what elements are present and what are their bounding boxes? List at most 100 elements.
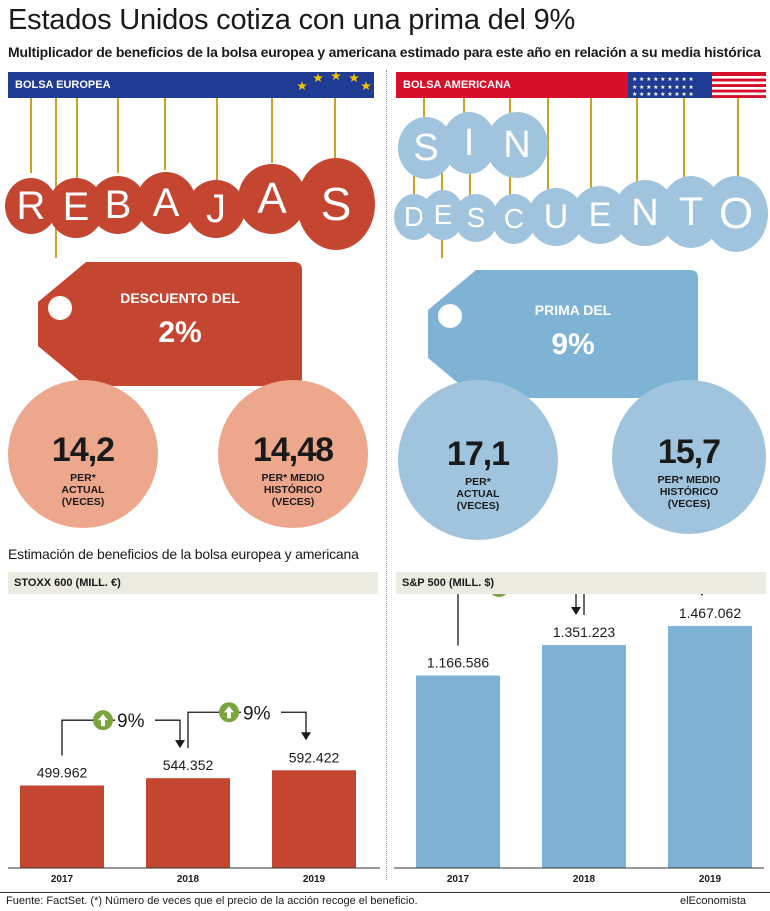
letter-ball: N <box>486 112 548 178</box>
letter: E <box>433 199 453 230</box>
bar-value-label: 1.351.223 <box>553 624 615 640</box>
bar-2019 <box>272 770 356 868</box>
footer-brand: elEconomista <box>680 895 747 907</box>
usa-per-current: 17,1 PER* ACTUAL (VECES) <box>398 380 558 540</box>
europe-per-current: 14,2 PER* ACTUAL (VECES) <box>8 380 158 528</box>
category-label: 2018 <box>573 874 596 885</box>
letter-ball: A <box>238 164 306 234</box>
letter: D <box>403 201 425 232</box>
letter-ball: R <box>5 178 57 234</box>
usa-per-historic: 15,7 PER* MEDIO HISTÓRICO (VECES) <box>612 380 766 534</box>
growth-label: 16% <box>513 594 551 599</box>
category-label: 2018 <box>177 874 200 885</box>
letter: R <box>16 184 46 228</box>
letter-ball: S <box>297 158 375 250</box>
letter: E <box>62 185 90 229</box>
arrow-down-icon <box>301 732 311 741</box>
letter: J <box>206 187 226 231</box>
growth-label-bg <box>241 701 281 724</box>
growth-label-bg <box>115 709 155 732</box>
category-label: 2017 <box>51 874 74 885</box>
letter: T <box>678 190 704 234</box>
letter: S <box>466 202 486 233</box>
letter-ball: S <box>454 194 498 242</box>
letter: S <box>413 127 439 169</box>
arrow-up-icon <box>98 714 108 727</box>
page-subtitle: Multiplicador de beneficios de la bolsa … <box>8 44 761 60</box>
stoxx-chart-title: STOXX 600 (MILL. €) <box>14 577 121 589</box>
sp500-chart-title: S&P 500 (MILL. $) <box>402 577 495 589</box>
bar-2019 <box>668 625 752 868</box>
letter: O <box>718 189 754 238</box>
letter: U <box>543 198 569 236</box>
premium-tag-value: 9% <box>551 328 595 361</box>
growth-label: 9% <box>117 711 145 732</box>
stoxx-bar-chart: 499.962 2017 544.352 2018 592.422 2019 9% 9% <box>8 701 380 885</box>
bar-value-label: 499.962 <box>37 765 88 781</box>
bar-2017 <box>416 675 500 868</box>
letter: A <box>257 174 287 223</box>
letter: N <box>503 124 531 166</box>
usa-per-current-label: PER* ACTUAL (VECES) <box>456 476 500 512</box>
europe-per-historic: 14,48 PER* MEDIO HISTÓRICO (VECES) <box>218 380 368 528</box>
bar-2018 <box>146 778 230 868</box>
stoxx-chart-header: STOXX 600 (MILL. €) <box>8 572 378 594</box>
usa-banner: BOLSA AMERICANA ★ ★ ★ ★ ★ ★ ★ ★ ★ ★ ★ ★ … <box>396 72 766 98</box>
charts-section-title: Estimación de beneficios de la bolsa eur… <box>8 546 359 562</box>
bar-value-label: 1.467.062 <box>679 605 741 621</box>
footer-rule <box>0 892 770 893</box>
premium-tag-label: PRIMA DEL <box>534 302 612 318</box>
letter: A <box>152 181 180 225</box>
svg-text:★ ★ ★ ★ ★ ★ ★ ★ ★: ★ ★ ★ ★ ★ ★ ★ ★ ★ <box>632 91 694 98</box>
bar-2018 <box>542 645 626 868</box>
category-label: 2017 <box>447 874 470 885</box>
europe-banner-label: BOLSA EUROPEA <box>15 79 111 91</box>
letter: S <box>320 178 352 230</box>
sp500-chart-header: S&P 500 (MILL. $) <box>396 572 766 594</box>
arrow-down-icon <box>571 607 581 616</box>
eu-stars-icon <box>297 72 371 90</box>
letter: N <box>631 192 659 234</box>
discount-tag <box>38 262 302 386</box>
discount-tag-value: 2% <box>158 316 202 349</box>
growth-label-bg <box>511 594 551 599</box>
letter: E <box>588 196 612 234</box>
bar-value-label: 592.422 <box>289 749 340 765</box>
bar-value-label: 1.166.586 <box>427 655 489 671</box>
bar-value-label: 544.352 <box>163 757 214 773</box>
europe-per-historic-label: PER* MEDIO HISTÓRICO (VECES) <box>261 472 325 508</box>
letter-ball: B <box>90 176 146 234</box>
usa-per-historic-label: PER* MEDIO HISTÓRICO (VECES) <box>657 474 721 510</box>
letter: C <box>503 203 525 234</box>
discount-tag-label: DESCUENTO DEL <box>120 290 240 306</box>
letter-ball: A <box>136 172 196 234</box>
europe-per-current-label: PER* ACTUAL (VECES) <box>61 472 105 508</box>
letter-ball: J <box>187 180 245 238</box>
svg-text:★ ★ ★ ★ ★ ★ ★ ★ ★: ★ ★ ★ ★ ★ ★ ★ ★ ★ <box>632 84 694 91</box>
letter: B <box>104 183 132 227</box>
growth-connector <box>457 594 577 646</box>
arrow-down-icon <box>175 740 185 749</box>
usa-per-current-value: 17,1 <box>446 435 510 473</box>
premium-tag <box>428 270 698 398</box>
europe-per-current-value: 14,2 <box>51 431 115 469</box>
category-label: 2019 <box>303 874 326 885</box>
europe-banner: BOLSA EUROPEA <box>8 72 374 98</box>
sp500-bar-chart: 1.166.586 2017 1.351.223 2018 1.467.062 2019 1… <box>394 594 764 885</box>
letter-ball: O <box>704 176 768 252</box>
bar-2017 <box>20 785 104 868</box>
column-divider <box>386 70 387 880</box>
usa-banner-label: BOLSA AMERICANA <box>403 79 511 91</box>
usa-per-historic-value: 15,7 <box>657 433 721 471</box>
arrow-down-icon <box>700 594 704 596</box>
page-title: Estados Unidos cotiza con una prima del … <box>8 4 576 36</box>
us-flag-icon: ★ ★ ★ ★ ★ ★ ★ ★ ★ ★ ★ ★ ★ ★ ★ ★ ★ ★ ★ ★ … <box>628 72 766 98</box>
growth-up-icon <box>491 594 507 598</box>
letter: I <box>463 122 475 164</box>
europe-per-historic-value: 14,48 <box>252 431 334 469</box>
growth-label: 9% <box>243 703 271 724</box>
footer-source: Fuente: FactSet. (*) Número de veces que… <box>6 895 418 907</box>
arrow-up-icon <box>224 706 234 719</box>
category-label: 2019 <box>699 874 722 885</box>
svg-text:★ ★ ★ ★ ★ ★ ★ ★ ★: ★ ★ ★ ★ ★ ★ ★ ★ ★ <box>632 76 694 83</box>
